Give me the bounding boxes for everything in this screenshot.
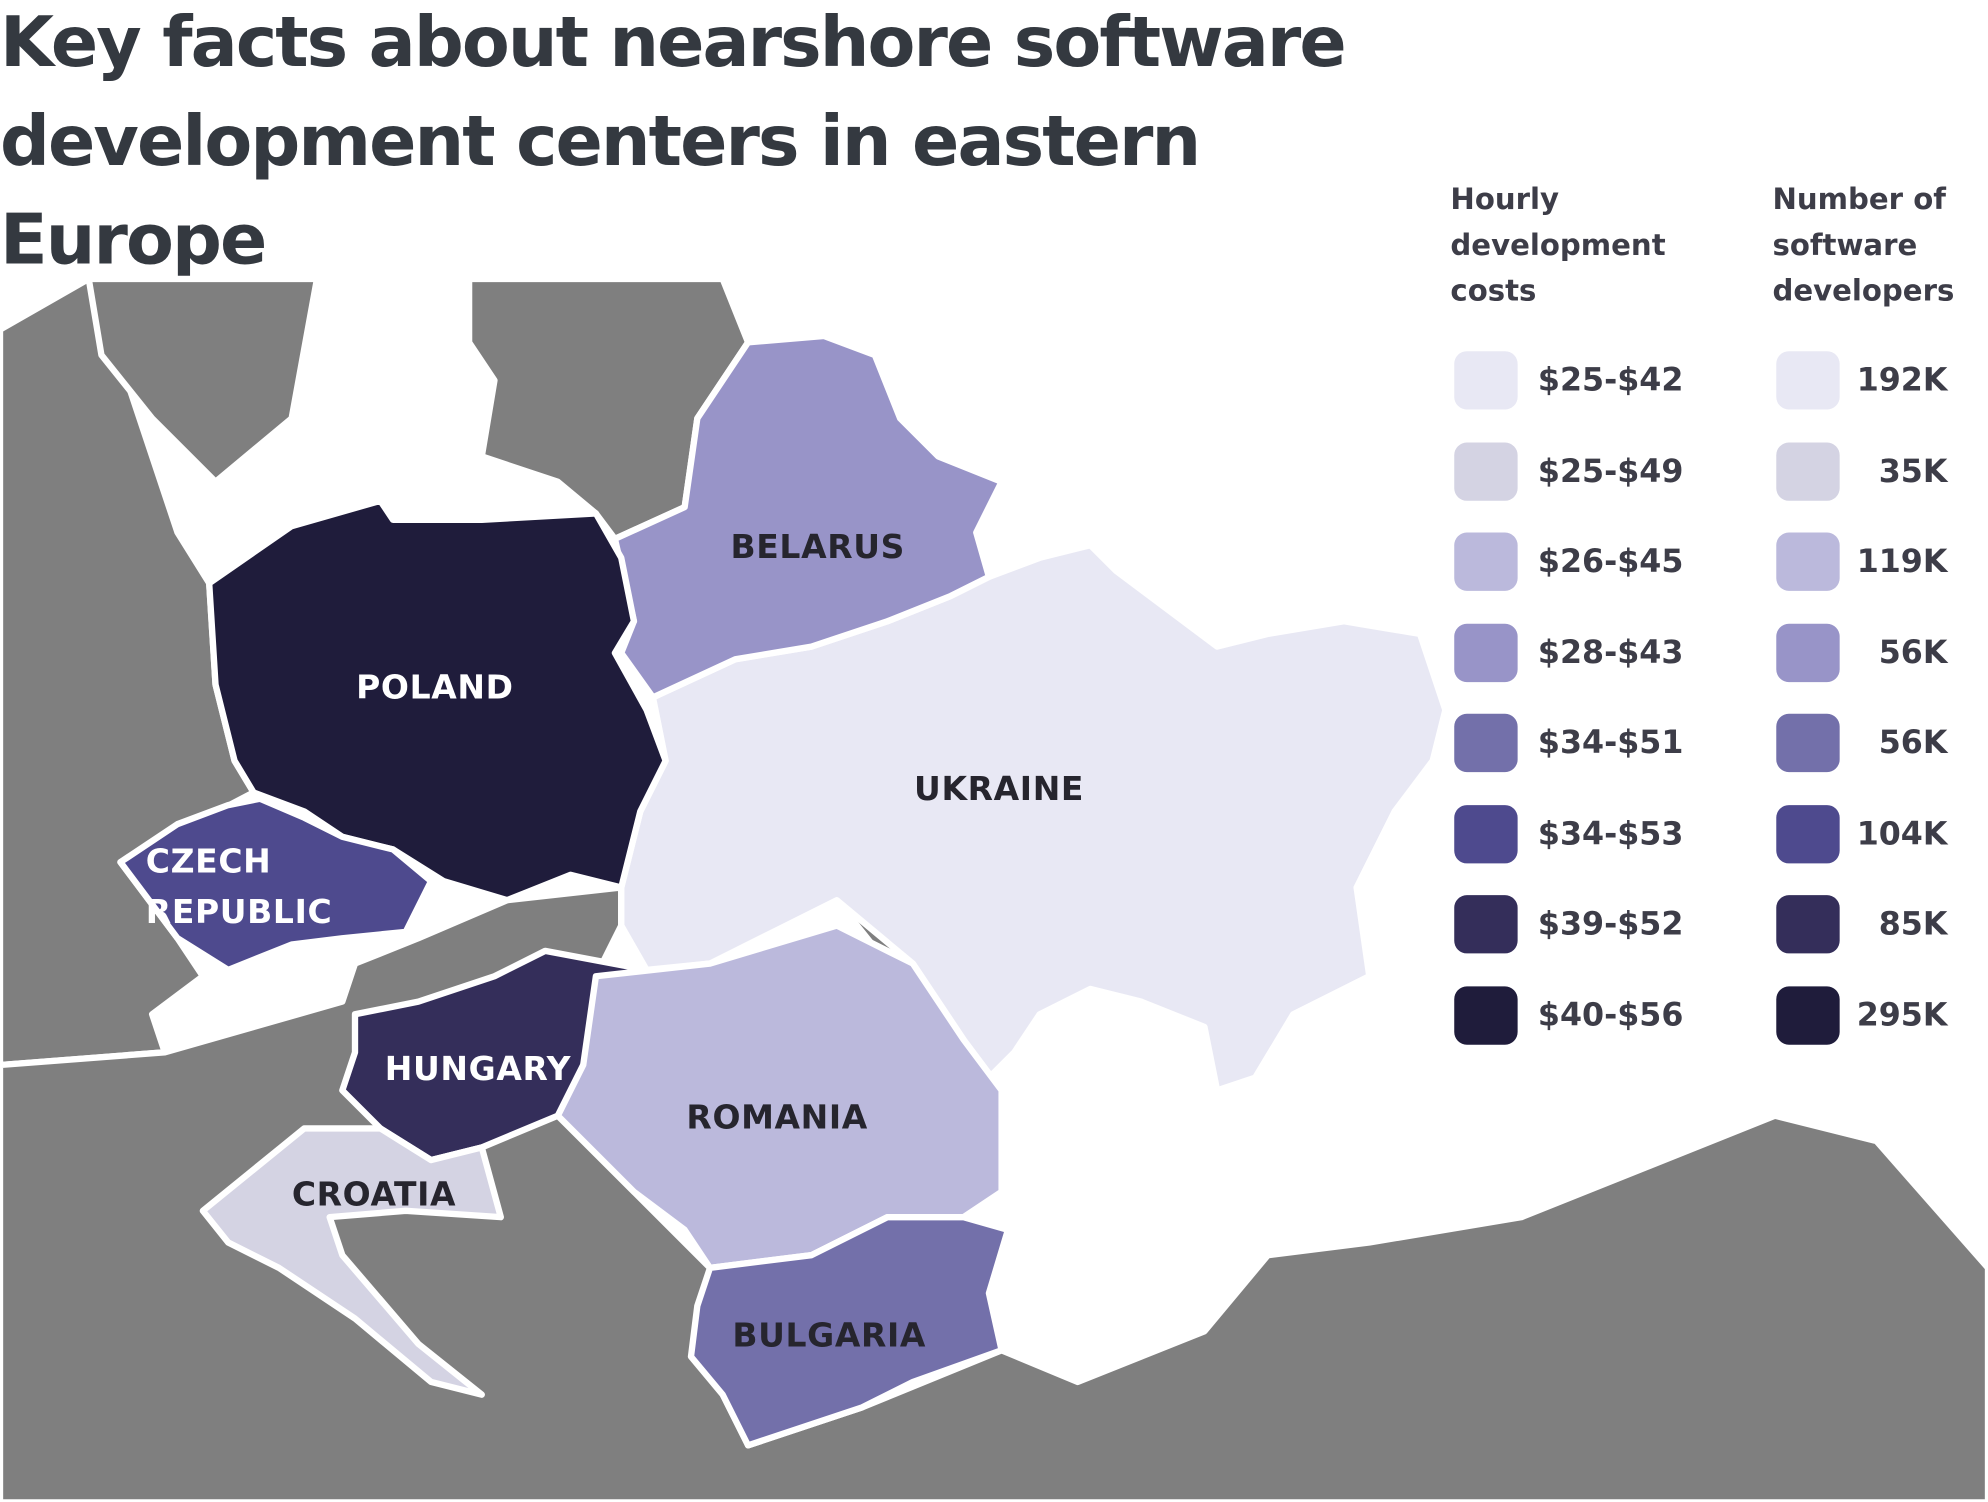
legend-swatch — [1776, 895, 1840, 954]
legend-label: 119K — [1856, 542, 1948, 580]
legend-item: $25-$42 — [1450, 351, 1683, 410]
legend-item: 192K — [1772, 351, 1975, 410]
legend-label: $34-$51 — [1537, 723, 1684, 761]
land — [85, 275, 321, 485]
legend-item: 35K — [1772, 441, 1975, 501]
country-label: BELARUS — [730, 528, 906, 567]
legend-item: $26-$45 — [1450, 532, 1683, 591]
legend-swatch — [1776, 623, 1840, 682]
legend-swatch — [1776, 441, 1840, 501]
title: Key facts about nearshore software devel… — [0, 1, 1347, 281]
country-shape — [206, 497, 669, 904]
country-shape — [117, 795, 435, 974]
legend-item: 295K — [1772, 985, 1975, 1045]
legend-column: Number of software developers 192K 35K 119… — [1772, 178, 1988, 1045]
legend-label: $40-$56 — [1537, 995, 1684, 1033]
legend-swatch — [1454, 351, 1518, 410]
legend-item: $25-$49 — [1450, 441, 1683, 501]
legend-label: $34-$53 — [1537, 814, 1684, 852]
legend-item: $34-$51 — [1450, 713, 1683, 773]
legend-item: $34-$53 — [1450, 804, 1683, 863]
country-label: ROMANIA — [686, 1099, 868, 1138]
legend-label: 295K — [1856, 995, 1948, 1033]
legend-swatch — [1454, 713, 1518, 773]
legend-heading: Number of software developers — [1772, 183, 1955, 309]
country-shape — [611, 332, 1005, 701]
legend-item: 104K — [1772, 804, 1975, 863]
legend-label: 35K — [1878, 451, 1948, 489]
legend-column: Hourly development costs $25-$42 $25-$49 $… — [1450, 178, 1683, 1045]
legend-label: $25-$49 — [1537, 451, 1684, 489]
legend-swatch — [1454, 895, 1518, 954]
legend-label: 56K — [1878, 723, 1948, 761]
legend-swatch — [1776, 532, 1840, 591]
legend-label: 85K — [1878, 905, 1948, 943]
legend-label: 56K — [1878, 633, 1948, 671]
legend-item: 56K — [1772, 623, 1975, 682]
legend-label: $26-$45 — [1537, 542, 1684, 580]
legend-item: 119K — [1772, 532, 1975, 591]
country-label: CROATIA — [291, 1176, 457, 1215]
legend-swatch — [1776, 713, 1840, 773]
legend-item: $40-$56 — [1450, 985, 1683, 1045]
legend-label: 104K — [1856, 814, 1948, 852]
legend-item: $39-$52 — [1450, 895, 1683, 954]
country-label: POLAND — [356, 669, 514, 708]
legend-item: $28-$43 — [1450, 623, 1683, 682]
legend-label: $25-$42 — [1537, 361, 1684, 399]
legend-swatch — [1454, 623, 1518, 682]
country-shape — [199, 1125, 504, 1398]
legend-swatch — [1454, 985, 1518, 1045]
country-shape — [687, 1213, 1012, 1449]
legend-swatch — [1454, 441, 1518, 501]
legend-swatch — [1776, 985, 1840, 1045]
country-label: HUNGARY — [384, 1051, 572, 1090]
legend-heading: Hourly development costs — [1450, 183, 1666, 309]
country-label: CZECH REPUBLIC — [145, 843, 333, 932]
legend-swatch — [1776, 804, 1840, 863]
country-label: UKRAINE — [914, 770, 1085, 809]
legend-item: 56K — [1772, 713, 1975, 773]
country-shape — [618, 542, 1449, 1094]
country-label: BULGARIA — [732, 1317, 927, 1356]
legend-item: 85K — [1772, 895, 1975, 954]
legend-swatch — [1776, 351, 1840, 410]
legend-label: $28-$43 — [1537, 633, 1684, 671]
legend-swatch — [1454, 532, 1518, 591]
legend-swatch — [1454, 804, 1518, 863]
legend-label: 192K — [1856, 361, 1948, 399]
legend-label: $39-$52 — [1537, 905, 1684, 943]
